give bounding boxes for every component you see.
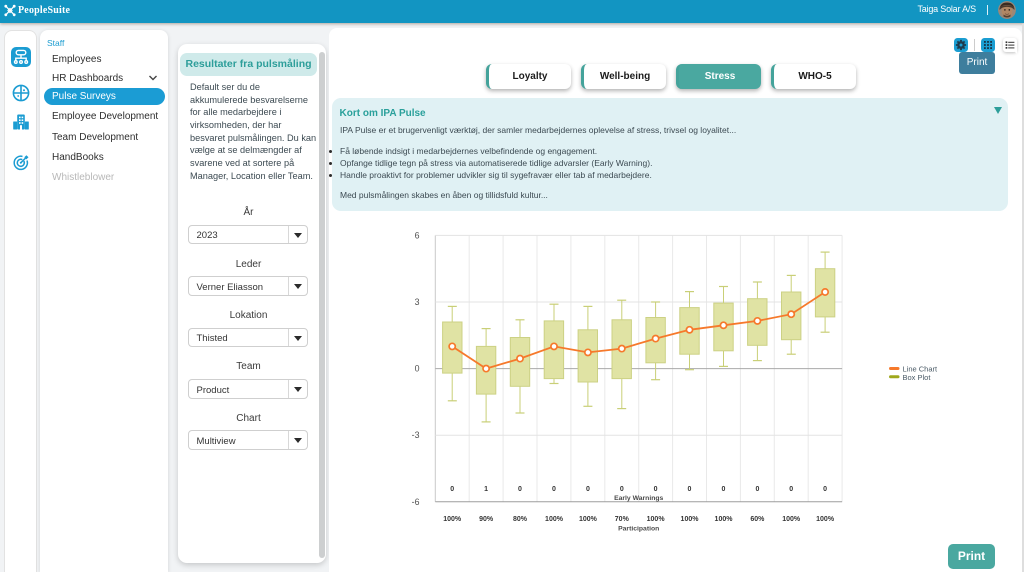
svg-text:0: 0: [823, 486, 827, 493]
svg-text:Line Chart: Line Chart: [903, 365, 939, 374]
svg-text:100%: 100%: [647, 516, 666, 523]
svg-text:0: 0: [789, 486, 793, 493]
svg-text:70%: 70%: [615, 516, 630, 523]
svg-text:0: 0: [722, 486, 726, 493]
svg-text:0: 0: [450, 486, 454, 493]
svg-text:0: 0: [552, 486, 556, 493]
svg-text:100%: 100%: [681, 516, 700, 523]
svg-text:0: 0: [518, 486, 522, 493]
svg-text:-6: -6: [412, 497, 420, 507]
svg-text:100%: 100%: [443, 516, 462, 523]
svg-text:0: 0: [415, 364, 420, 374]
svg-text:100%: 100%: [715, 516, 734, 523]
svg-text:100%: 100%: [782, 516, 801, 523]
svg-text:90%: 90%: [479, 516, 494, 523]
svg-text:3: 3: [415, 297, 420, 307]
svg-text:100%: 100%: [816, 516, 835, 523]
svg-text:60%: 60%: [750, 516, 765, 523]
svg-text:0: 0: [620, 486, 624, 493]
svg-text:-3: -3: [412, 430, 420, 440]
svg-text:100%: 100%: [579, 516, 598, 523]
svg-text:Participation: Participation: [618, 526, 659, 533]
svg-text:0: 0: [755, 486, 759, 493]
svg-text:0: 0: [654, 486, 658, 493]
svg-text:0: 0: [688, 486, 692, 493]
svg-text:Early Warnings: Early Warnings: [614, 495, 663, 502]
svg-text:1: 1: [484, 486, 488, 493]
svg-text:Box Plot: Box Plot: [903, 373, 932, 382]
svg-text:6: 6: [415, 230, 420, 240]
svg-text:100%: 100%: [545, 516, 564, 523]
svg-text:0: 0: [586, 486, 590, 493]
svg-text:80%: 80%: [513, 516, 528, 523]
